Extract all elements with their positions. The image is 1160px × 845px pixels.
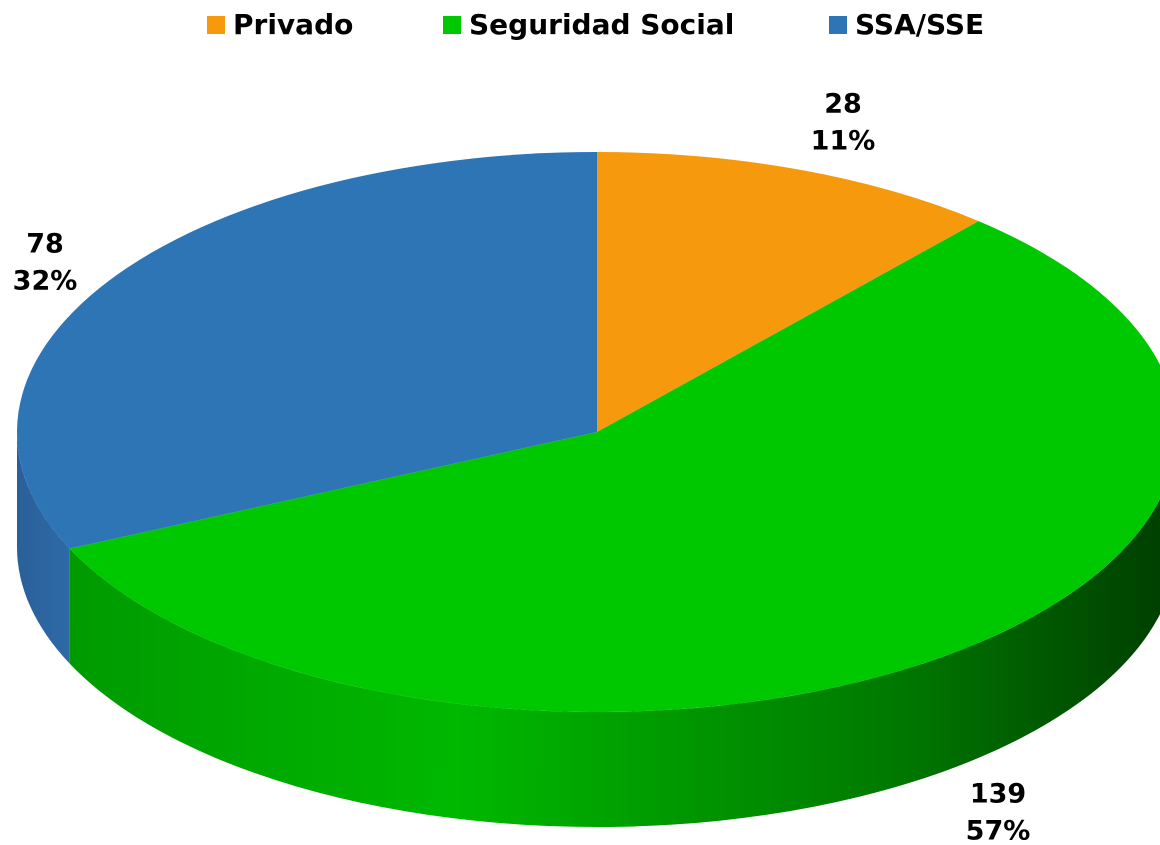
slice-side bbox=[17, 432, 70, 664]
percent-label: 32% bbox=[13, 266, 78, 297]
data-label: 28 bbox=[824, 89, 862, 120]
legend-swatch bbox=[207, 16, 225, 34]
legend-label: Seguridad Social bbox=[469, 8, 734, 41]
slice bbox=[69, 221, 1160, 712]
legend-swatch bbox=[443, 16, 461, 34]
data-label: 78 bbox=[26, 229, 64, 260]
percent-label: 11% bbox=[811, 126, 876, 157]
legend-label: SSA/SSE bbox=[855, 8, 984, 41]
legend-swatch bbox=[829, 16, 847, 34]
data-label: 139 bbox=[970, 779, 1026, 810]
slice bbox=[17, 152, 598, 549]
legend-label: Privado bbox=[233, 8, 353, 41]
percent-label: 57% bbox=[966, 816, 1031, 845]
slice bbox=[597, 152, 979, 432]
slice-side bbox=[69, 499, 1160, 827]
